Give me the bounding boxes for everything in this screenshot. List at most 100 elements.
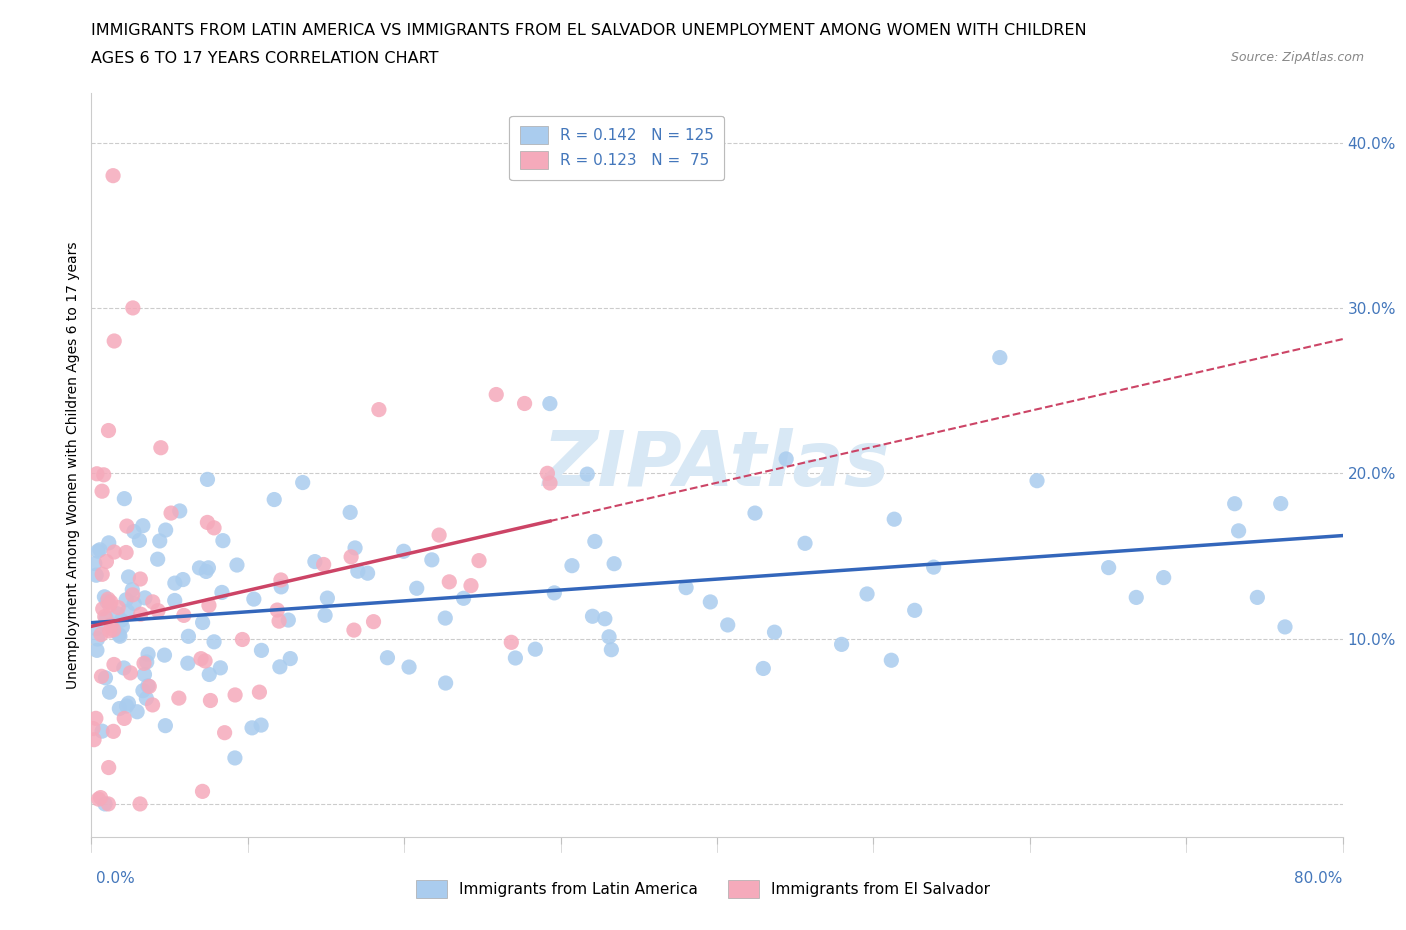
Point bbox=[89, 542, 111, 557]
Point bbox=[243, 591, 266, 606]
Point bbox=[91, 484, 114, 498]
Point bbox=[831, 637, 853, 652]
Point bbox=[250, 643, 273, 658]
Point bbox=[434, 675, 457, 690]
Point bbox=[600, 643, 623, 658]
Point bbox=[86, 631, 108, 646]
Point bbox=[763, 625, 786, 640]
Point bbox=[84, 711, 107, 725]
Point bbox=[505, 651, 527, 666]
Point bbox=[576, 467, 599, 482]
Point bbox=[717, 618, 740, 632]
Point bbox=[124, 596, 146, 611]
Point bbox=[880, 653, 903, 668]
Point bbox=[115, 698, 138, 713]
Text: 0.0%: 0.0% bbox=[96, 871, 135, 886]
Point bbox=[127, 704, 149, 719]
Point bbox=[195, 564, 218, 578]
Point bbox=[138, 679, 160, 694]
Point bbox=[146, 551, 169, 566]
Point bbox=[270, 573, 292, 588]
Point bbox=[142, 594, 165, 609]
Text: 80.0%: 80.0% bbox=[1295, 871, 1343, 886]
Point bbox=[132, 518, 155, 533]
Point bbox=[1274, 619, 1296, 634]
Point bbox=[316, 591, 339, 605]
Point bbox=[103, 334, 125, 349]
Point bbox=[197, 472, 219, 486]
Legend: R = 0.142   N = 125, R = 0.123   N =  75: R = 0.142 N = 125, R = 0.123 N = 75 bbox=[509, 115, 724, 179]
Point bbox=[581, 609, 603, 624]
Point bbox=[91, 602, 114, 617]
Point bbox=[427, 527, 450, 542]
Point bbox=[249, 684, 271, 699]
Point bbox=[250, 718, 273, 733]
Point bbox=[202, 634, 225, 649]
Point bbox=[314, 608, 336, 623]
Point bbox=[212, 533, 235, 548]
Point bbox=[82, 721, 104, 736]
Point bbox=[110, 613, 132, 628]
Point bbox=[191, 615, 214, 630]
Point bbox=[197, 515, 219, 530]
Point bbox=[136, 646, 159, 661]
Point bbox=[460, 578, 482, 593]
Point bbox=[160, 506, 183, 521]
Point bbox=[128, 533, 150, 548]
Point bbox=[153, 647, 176, 662]
Point bbox=[105, 606, 128, 621]
Point bbox=[149, 440, 172, 455]
Point bbox=[538, 396, 561, 411]
Point bbox=[439, 575, 461, 590]
Point bbox=[367, 402, 389, 417]
Point bbox=[291, 475, 314, 490]
Point bbox=[188, 561, 211, 576]
Point bbox=[190, 651, 212, 666]
Point bbox=[177, 656, 200, 671]
Point bbox=[200, 693, 222, 708]
Point bbox=[1026, 473, 1049, 488]
Point bbox=[98, 684, 121, 699]
Point bbox=[100, 594, 122, 609]
Point bbox=[198, 598, 221, 613]
Point bbox=[198, 667, 221, 682]
Point bbox=[94, 609, 117, 624]
Point bbox=[173, 608, 195, 623]
Point bbox=[224, 751, 246, 765]
Legend: Immigrants from Latin America, Immigrants from El Salvador: Immigrants from Latin America, Immigrant… bbox=[411, 874, 995, 904]
Text: Source: ZipAtlas.com: Source: ZipAtlas.com bbox=[1230, 51, 1364, 64]
Point bbox=[155, 523, 177, 538]
Point bbox=[146, 604, 169, 618]
Point bbox=[108, 627, 131, 642]
Point bbox=[103, 622, 125, 637]
Point bbox=[155, 718, 177, 733]
Point bbox=[103, 658, 125, 672]
Point bbox=[134, 591, 156, 605]
Point bbox=[744, 506, 766, 521]
Point bbox=[86, 643, 108, 658]
Point bbox=[513, 396, 536, 411]
Point bbox=[263, 492, 285, 507]
Point bbox=[304, 554, 326, 569]
Point bbox=[117, 604, 139, 618]
Point bbox=[699, 594, 721, 609]
Point bbox=[343, 623, 366, 638]
Point bbox=[434, 611, 457, 626]
Point bbox=[377, 650, 399, 665]
Point bbox=[129, 572, 152, 587]
Point bbox=[398, 659, 420, 674]
Point bbox=[83, 732, 105, 747]
Point bbox=[103, 724, 125, 738]
Point bbox=[107, 600, 129, 615]
Point bbox=[524, 642, 547, 657]
Point bbox=[988, 350, 1011, 365]
Point bbox=[904, 603, 927, 618]
Point bbox=[240, 721, 263, 736]
Point bbox=[111, 619, 134, 634]
Point bbox=[172, 572, 194, 587]
Point bbox=[94, 796, 117, 811]
Point bbox=[468, 553, 491, 568]
Point bbox=[1246, 590, 1268, 604]
Point bbox=[277, 613, 299, 628]
Point bbox=[97, 796, 120, 811]
